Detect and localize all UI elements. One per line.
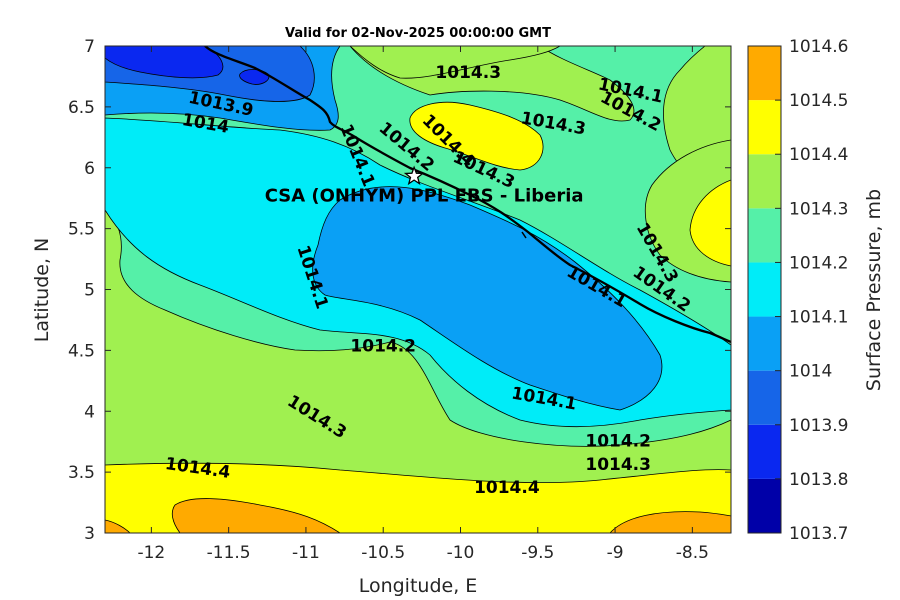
- contour-fill-1014-0-central: [312, 186, 663, 411]
- coastline: [204, 46, 731, 344]
- chart-title: Valid for 02-Nov-2025 00:00:00 GMT: [285, 26, 551, 41]
- colorbar-segment: [748, 424, 781, 479]
- colorbar-segment: [748, 316, 781, 371]
- colorbar-tick-label: 1014.5: [789, 91, 848, 111]
- colorbar-tick-label: 1014.6: [789, 37, 848, 57]
- coastline-border-tick: [521, 231, 527, 239]
- colorbar-tick-label: 1013.8: [789, 470, 848, 490]
- y-tick-label: 6: [84, 159, 95, 179]
- contour-label: 1014.3: [585, 455, 651, 475]
- colorbar-tick-label: 1014.1: [789, 308, 848, 328]
- y-tick-label: 5.5: [68, 220, 95, 240]
- x-tick-label: -10: [447, 543, 475, 563]
- contour-fill-1014-3-north: [349, 46, 561, 79]
- x-tick-label: -8.5: [676, 543, 709, 563]
- colorbar-segment: [748, 370, 781, 425]
- colorbar-segment: [748, 208, 781, 263]
- contour-fill-1014-4-east: [689, 179, 731, 267]
- contour-label: 1014.4: [474, 478, 540, 498]
- y-tick-label: 4: [84, 402, 95, 422]
- y-tick-label: 3: [84, 524, 95, 544]
- x-axis-ticks: -12 -11.5 -11 -10.5 -10 -9.5 -9 -8.5: [137, 46, 709, 563]
- colorbar-tick-label: 1013.9: [789, 416, 848, 436]
- site-star-icon: [403, 165, 425, 186]
- x-tick-label: -9: [607, 543, 624, 563]
- contour-label: 1014.3: [435, 63, 501, 83]
- x-axis-label: Longitude, E: [359, 575, 478, 597]
- y-tick-label: 4.5: [68, 341, 95, 361]
- x-tick-label: -11: [292, 543, 320, 563]
- colorbar-label: Surface Pressure, mb: [863, 189, 885, 391]
- contour-fill-1013-8-oval: [239, 69, 270, 85]
- y-axis-label: Latitude, N: [31, 238, 53, 343]
- colorbar: 1013.7 1013.8 1013.9 1014 1014.1 1014.2 1014.3…: [747, 37, 848, 544]
- y-axis-ticks: 3 3.5 4 4.5 5 5.5 6 6.5 7: [68, 37, 731, 544]
- y-tick-label: 7: [84, 37, 95, 57]
- y-tick-label: 3.5: [68, 463, 95, 483]
- contour-plot-area: [105, 46, 731, 533]
- colorbar-segment: [748, 262, 781, 317]
- x-tick-label: -12: [137, 543, 165, 563]
- contour-fill-1014-5-s: [171, 498, 341, 533]
- colorbar-segment: [748, 154, 781, 209]
- contour-fill-1014-4-north: [409, 101, 544, 171]
- contour-fill-1014-5-sw: [105, 519, 131, 533]
- colorbar-tick-label: 1013.7: [789, 524, 848, 544]
- colorbar-segment: [748, 478, 781, 533]
- x-tick-label: -9.5: [521, 543, 554, 563]
- y-tick-label: 6.5: [68, 98, 95, 118]
- colorbar-tick-label: 1014.4: [789, 145, 848, 165]
- colorbar-tick-label: 1014.3: [789, 199, 848, 219]
- site-label: CSA (ONHYM) PPL EBS - Liberia: [265, 185, 584, 206]
- contour-label: 1014.2: [585, 432, 651, 452]
- site-group: CSA (ONHYM) PPL EBS - Liberia: [265, 165, 584, 206]
- contour-fill-1014-5-se: [609, 511, 731, 533]
- x-tick-label: -10.5: [361, 543, 405, 563]
- y-tick-label: 5: [84, 281, 95, 301]
- contour-fill-1013-8-nw: [105, 46, 224, 79]
- colorbar-tick-label: 1014: [789, 362, 832, 382]
- contour-label: 1014.2: [350, 337, 416, 357]
- colorbar-frame: [747, 45, 782, 534]
- x-tick-label: -11.5: [207, 543, 251, 563]
- colorbar-segment: [748, 46, 781, 101]
- colorbar-tick-label: 1014.2: [789, 253, 848, 273]
- colorbar-segment: [748, 100, 781, 155]
